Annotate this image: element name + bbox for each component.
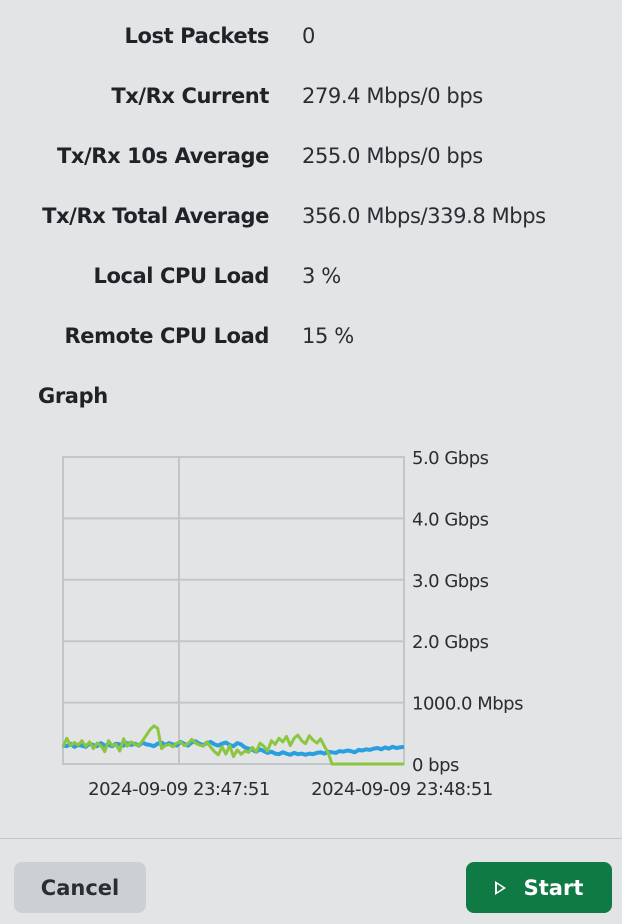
footer-divider: [0, 838, 622, 839]
plot-area-border: [62, 456, 405, 765]
stat-row-local-cpu-load: Local CPU Load 3 %: [0, 258, 622, 298]
stat-value: 255.0 Mbps/0 bps: [302, 144, 483, 168]
stat-row-tx-rx-10s-average: Tx/Rx 10s Average 255.0 Mbps/0 bps: [0, 138, 622, 178]
x-tick-label: 2024-09-09 23:47:51: [88, 779, 270, 800]
throughput-chart: 0 bps 1000.0 Mbps 2.0 Gbps 3.0 Gbps 4.0 Gbps…: [61, 448, 524, 800]
rx-series-line: [61, 724, 404, 766]
stat-row-lost-packets: Lost Packets 0: [0, 18, 622, 58]
start-button-label: Start: [523, 875, 584, 900]
y-tick-label: 1000.0 Mbps: [412, 694, 523, 715]
stat-value: 3 %: [302, 264, 341, 288]
stat-value: 0: [302, 24, 315, 48]
tx-series-line: [62, 739, 405, 757]
stat-value: 356.0 Mbps/339.8 Mbps: [302, 204, 546, 228]
stat-label: Tx/Rx Total Average: [42, 204, 269, 228]
stat-value: 15 %: [302, 324, 354, 348]
stat-label: Remote CPU Load: [64, 324, 270, 348]
stat-label: Tx/Rx 10s Average: [56, 144, 269, 168]
graph-title: Graph: [38, 384, 108, 408]
y-tick-label: 2.0 Gbps: [412, 632, 489, 653]
y-tick-label: 5.0 Gbps: [412, 448, 489, 469]
stat-value: 279.4 Mbps/0 bps: [302, 84, 483, 108]
y-tick-label: 4.0 Gbps: [412, 509, 489, 530]
x-tick-label: 2024-09-09 23:48:51: [311, 779, 493, 800]
stat-label: Lost Packets: [124, 24, 270, 48]
stat-row-tx-rx-total-average: Tx/Rx Total Average 356.0 Mbps/339.8 Mbp…: [0, 198, 622, 238]
stat-row-remote-cpu-load: Remote CPU Load 15 %: [0, 318, 622, 358]
start-button[interactable]: Start: [466, 862, 612, 913]
y-tick-label: 0 bps: [412, 755, 459, 776]
play-icon: [494, 880, 506, 895]
cancel-button[interactable]: Cancel: [14, 862, 146, 913]
stat-row-tx-rx-current: Tx/Rx Current 279.4 Mbps/0 bps: [0, 78, 622, 118]
stat-label: Local CPU Load: [93, 264, 269, 288]
y-tick-label: 3.0 Gbps: [412, 571, 489, 592]
stat-label: Tx/Rx Current: [111, 84, 269, 108]
cancel-button-label: Cancel: [40, 875, 120, 900]
